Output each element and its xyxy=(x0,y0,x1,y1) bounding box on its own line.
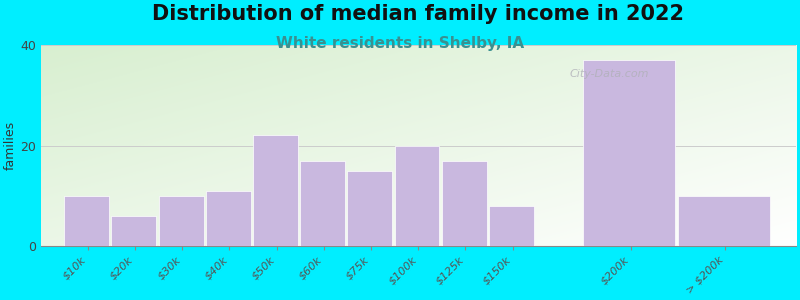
Bar xyxy=(300,160,345,246)
Text: White residents in Shelby, IA: White residents in Shelby, IA xyxy=(276,36,524,51)
Bar xyxy=(158,196,203,246)
Bar xyxy=(206,191,250,246)
Title: Distribution of median family income in 2022: Distribution of median family income in … xyxy=(152,4,684,24)
Bar xyxy=(442,160,486,246)
Bar xyxy=(347,171,392,246)
Bar xyxy=(64,196,109,246)
Bar xyxy=(583,60,675,246)
Bar xyxy=(678,196,770,246)
Bar xyxy=(111,216,156,246)
Y-axis label: families: families xyxy=(4,121,17,170)
Bar xyxy=(253,136,298,246)
Text: City-Data.com: City-Data.com xyxy=(570,69,649,79)
Bar xyxy=(489,206,534,246)
Bar xyxy=(394,146,439,246)
